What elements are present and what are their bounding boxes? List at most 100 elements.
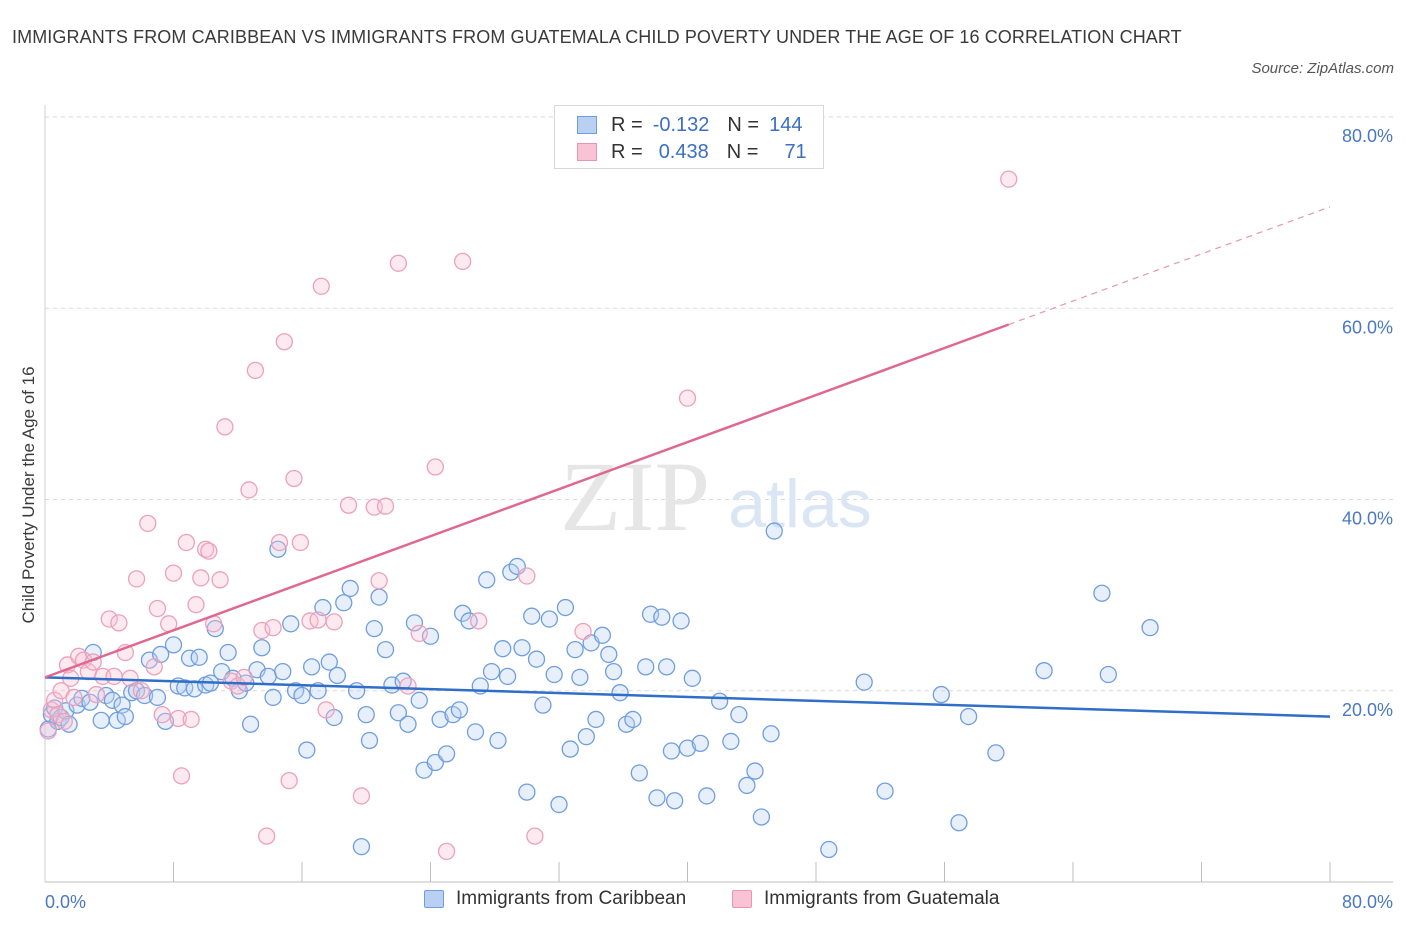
guatemala-point: [389, 254, 408, 272]
guatemala-point: [574, 622, 592, 641]
caribbean-point: [302, 658, 321, 676]
caribbean-point: [641, 605, 660, 623]
guatemala-point: [285, 469, 303, 488]
caribbean-point: [494, 640, 512, 658]
caribbean-point: [932, 685, 950, 704]
caribbean-point: [241, 715, 260, 733]
caribbean-point: [959, 707, 978, 726]
caribbean-point: [437, 745, 456, 763]
caribbean-point: [328, 666, 346, 685]
caribbean-point: [164, 636, 183, 654]
caribbean-point: [820, 840, 838, 859]
caribbean-point: [1035, 662, 1053, 680]
legend-r-label: R =: [611, 140, 643, 163]
guatemala-point: [309, 611, 327, 629]
trend-line-guatemala-extension: [1008, 206, 1331, 326]
grid-lines: [45, 116, 1393, 692]
legend-label-caribbean: Immigrants from Caribbean: [456, 888, 687, 909]
guatemala-point: [399, 677, 417, 695]
caribbean-point: [534, 696, 552, 714]
guatemala-point: [153, 706, 171, 724]
chart-title: IMMIGRANTS FROM CARIBBEAN VS IMMIGRANTS …: [12, 27, 1182, 47]
caribbean-point: [421, 627, 440, 645]
caribbean-point: [657, 658, 676, 676]
caribbean-point: [347, 682, 366, 700]
caribbean-point: [587, 710, 605, 729]
legend-item-guatemala[interactable]: Immigrants from Guatemala: [732, 888, 999, 910]
guatemala-point: [172, 767, 191, 785]
caribbean-point: [540, 610, 559, 628]
caribbean-point: [405, 614, 424, 632]
caribbean-point: [219, 643, 237, 662]
caribbean-point: [264, 688, 282, 707]
caribbean-point: [466, 723, 485, 741]
guatemala-point: [426, 458, 444, 476]
guatemala-point: [339, 496, 358, 514]
caribbean-point: [282, 615, 300, 633]
trend-lines: [44, 206, 1331, 718]
guatemala-point: [39, 722, 57, 740]
guatemala-point: [253, 621, 271, 640]
caribbean-point: [298, 741, 316, 759]
caribbean-point: [60, 715, 78, 733]
caribbean-point: [513, 639, 531, 657]
caribbean-point: [431, 710, 449, 729]
y-tick-label: 80.0%: [1342, 126, 1393, 146]
legend-n-label: N =: [726, 140, 759, 163]
caribbean-point: [376, 640, 395, 659]
caribbean-point: [103, 691, 122, 709]
guatemala-point: [453, 252, 472, 271]
guatemala-point: [352, 787, 371, 805]
caribbean-point: [738, 776, 756, 795]
guatemala-point: [105, 667, 123, 686]
guatemala-point: [370, 572, 388, 590]
guatemala-point: [100, 610, 118, 628]
guatemala-point: [1000, 170, 1018, 188]
caribbean-point: [630, 764, 648, 782]
guatemala-point: [187, 596, 205, 614]
caribbean-point: [648, 789, 666, 807]
caribbean-point: [410, 691, 428, 709]
y-tick-label: 60.0%: [1342, 317, 1393, 337]
guatemala-point: [325, 613, 343, 631]
guatemala-point: [470, 612, 488, 630]
guatemala-point: [235, 668, 253, 687]
guatemala-point: [518, 567, 536, 585]
caribbean-point: [550, 795, 568, 814]
caribbean-point: [593, 626, 612, 644]
caribbean-point: [987, 744, 1005, 762]
caribbean-point: [523, 607, 541, 625]
caribbean-point: [876, 782, 894, 800]
caribbean-point: [637, 658, 655, 676]
legend-n-value: 144: [769, 113, 803, 136]
caribbean-point: [489, 731, 507, 750]
caribbean-point: [370, 588, 388, 606]
caribbean-point: [293, 686, 311, 705]
guatemala-point: [291, 533, 310, 552]
caribbean-point: [691, 734, 709, 752]
guatemala-point: [121, 669, 139, 687]
watermark-zip: ZIP: [560, 441, 710, 552]
caribbean-point: [450, 701, 469, 719]
guatemala-point: [216, 418, 234, 436]
guatemala-point: [410, 624, 428, 643]
caribbean-point: [556, 598, 575, 617]
legend-swatch-caribbean: [424, 890, 444, 908]
caribbean-point: [950, 814, 968, 832]
guatemala-point: [182, 710, 200, 729]
legend-label-guatemala: Immigrants from Guatemala: [764, 888, 1000, 909]
caribbean-point: [148, 688, 167, 707]
caribbean-point: [190, 648, 208, 666]
caribbean-point: [357, 706, 375, 724]
legend-n-label: N =: [727, 113, 760, 136]
y-tick-label: 20.0%: [1342, 700, 1393, 720]
guatemala-point: [678, 389, 697, 407]
caribbean-point: [478, 571, 496, 589]
caribbean-point: [1099, 665, 1117, 684]
legend-item-caribbean[interactable]: Immigrants from Caribbean: [424, 888, 686, 910]
legend-row-guatemala: R = 0.438 N = 71: [577, 139, 807, 165]
guatemala-point: [211, 571, 229, 589]
caribbean-point: [352, 837, 371, 856]
guatemala-point: [55, 712, 73, 730]
caribbean-point: [259, 667, 277, 686]
